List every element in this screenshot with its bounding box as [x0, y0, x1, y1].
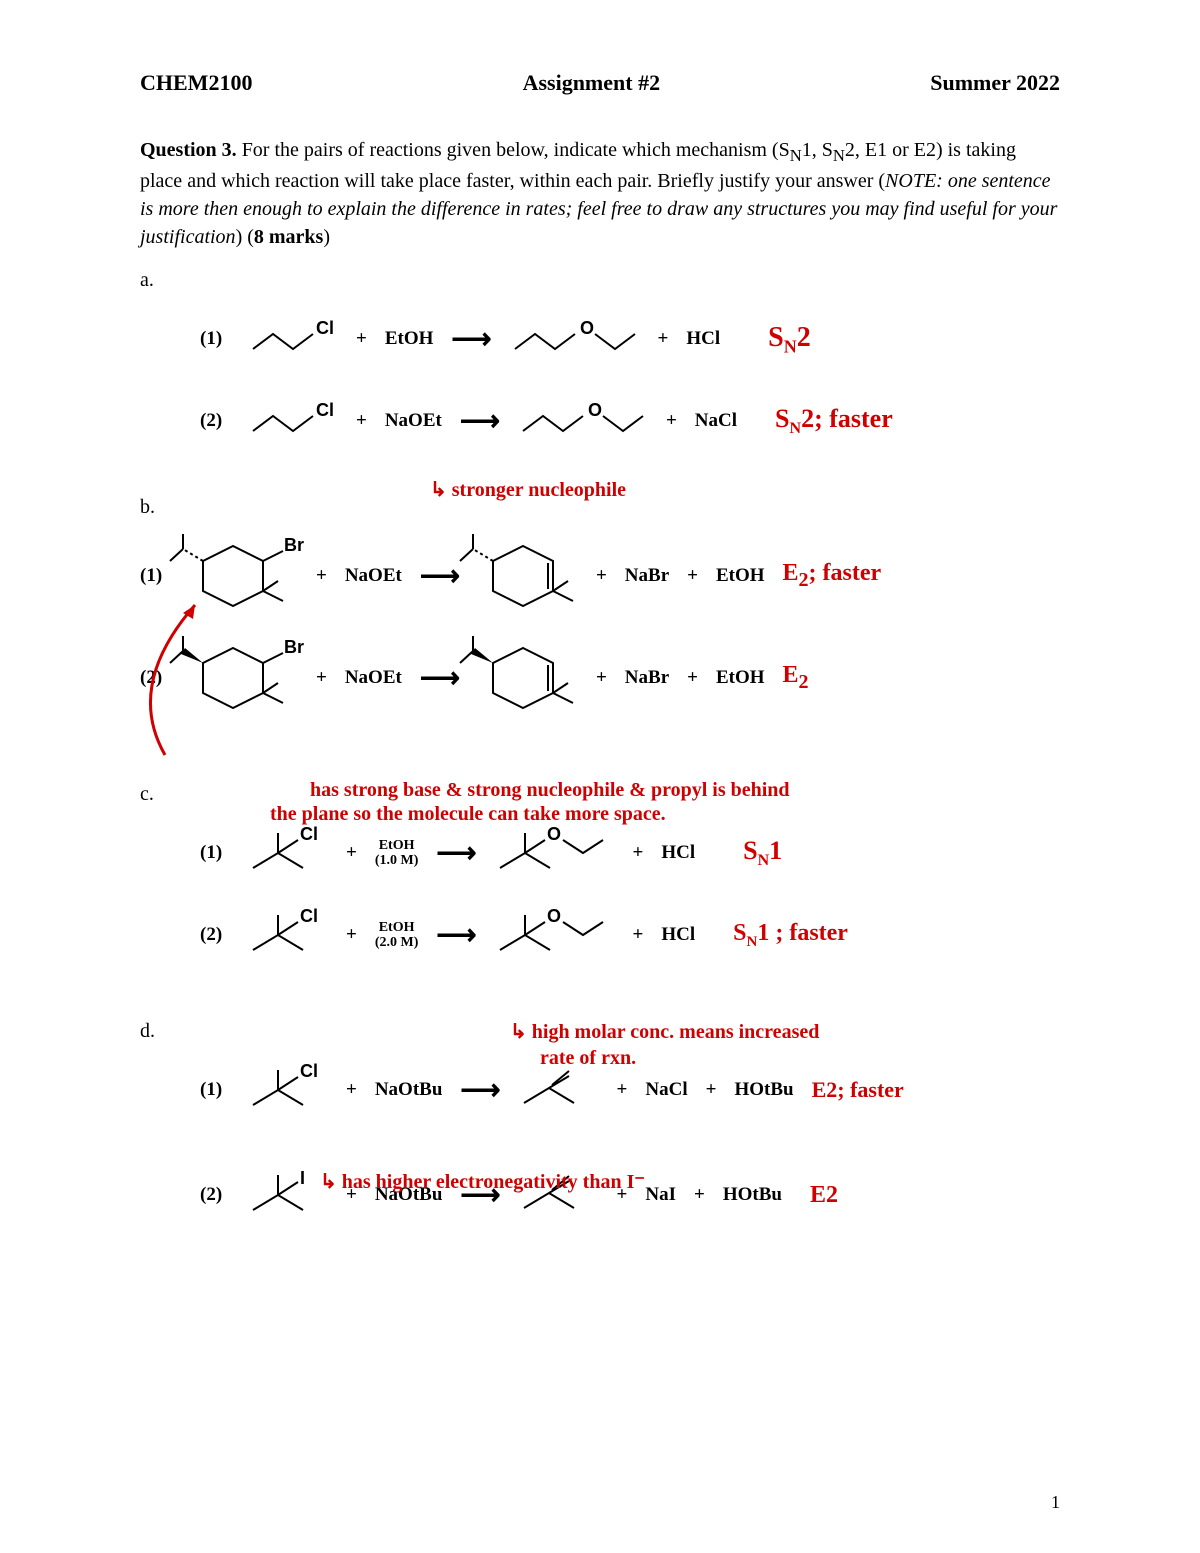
tbutyl-ethyl-ether-icon: O [495, 828, 615, 878]
rxn-c1: (1) Cl + EtOH(1.0 M) ⟶ O + HCl SN1 [200, 818, 1060, 888]
tbutyl-ethyl-ether-icon: O [495, 910, 615, 960]
cyclohexene-product-icon [478, 633, 578, 723]
course-code: CHEM2100 [140, 70, 252, 96]
question-text: Question 3. For the pairs of reactions g… [140, 136, 1060, 251]
byproduct: HCl [661, 842, 695, 864]
note-b: the plane so the molecule can take more … [270, 802, 666, 826]
note-a2: ↳ stronger nucleophile [430, 478, 626, 502]
neopentyl-iodide-icon: I [248, 1170, 328, 1220]
reagent: NaOEt [345, 667, 402, 689]
term: Summer 2022 [930, 70, 1060, 96]
mechanism-annotation: SN2; faster [775, 404, 893, 438]
page-number: 1 [1051, 1492, 1060, 1513]
svg-text:Cl: Cl [300, 906, 318, 926]
mechanism-annotation: SN1 [743, 836, 782, 870]
byproduct: NaI [645, 1184, 676, 1206]
propyl-chloride-icon: Cl [248, 319, 338, 359]
tbutyl-chloride-icon: Cl [248, 828, 328, 878]
neopentyl-chloride-icon: Cl [248, 1065, 328, 1115]
byproduct: HOtBu [734, 1079, 793, 1101]
arrow-icon: ⟶ [451, 322, 491, 356]
svg-text:Cl: Cl [316, 318, 334, 338]
rxn-number: (2) [200, 1184, 230, 1206]
rxn-number: (2) [200, 410, 230, 432]
propyl-ethyl-ether-icon: O [510, 319, 640, 359]
svg-text:O: O [547, 824, 561, 844]
note-c: rate of rxn. [540, 1046, 636, 1070]
reagent-with-conc: EtOH(2.0 M) [375, 920, 419, 951]
byproduct: HOtBu [723, 1184, 782, 1206]
rxn-number: (2) [200, 924, 230, 946]
arrow-icon: ⟶ [436, 918, 476, 952]
reagent: NaOtBu [375, 1079, 443, 1101]
rxn-a2: (2) Cl + NaOEt ⟶ O + NaCl SN2; faster [200, 386, 1060, 456]
svg-text:Br: Br [284, 535, 304, 555]
svg-text:O: O [547, 906, 561, 926]
rxn-c2: (2) Cl + EtOH(2.0 M) ⟶ O + HCl SN1 ; fas… [200, 900, 1060, 970]
note-c: ↳ high molar conc. means increased [510, 1020, 819, 1044]
arrow-icon: ⟶ [420, 559, 460, 593]
reagent: NaOEt [385, 410, 442, 432]
rxn-a1: (1) Cl + EtOH ⟶ O + HCl SN2 [200, 304, 1060, 374]
assignment-title: Assignment #2 [523, 70, 661, 96]
arrow-icon: ⟶ [420, 661, 460, 695]
svg-text:I: I [300, 1168, 305, 1188]
note-d1: ↳ has higher electronegativity than I⁻ [320, 1170, 645, 1194]
cyclohexene-product-icon [478, 531, 578, 621]
byproduct: HCl [661, 924, 695, 946]
curved-arrow-icon [135, 595, 295, 765]
propyl-chloride-icon: Cl [248, 401, 338, 441]
reagent: EtOH [385, 328, 434, 350]
rxn-number: (1) [140, 565, 170, 587]
byproduct: EtOH [716, 667, 765, 689]
arrow-icon: ⟶ [460, 404, 500, 438]
mechanism-annotation: E2; faster [783, 560, 882, 592]
reagent-with-conc: EtOH(1.0 M) [375, 838, 419, 869]
alkene-product-icon [519, 1068, 599, 1113]
tbutyl-chloride-icon: Cl [248, 910, 328, 960]
part-a-label: a. [140, 269, 1060, 292]
arrow-icon: ⟶ [436, 836, 476, 870]
svg-text:O: O [580, 318, 594, 338]
byproduct: EtOH [716, 565, 765, 587]
rxn-number: (1) [200, 1079, 230, 1101]
rxn-number: (1) [200, 328, 230, 350]
propyl-ethyl-ether-icon: O [518, 401, 648, 441]
mechanism-annotation: SN2 [768, 322, 811, 358]
mechanism-annotation: E2; faster [812, 1077, 904, 1103]
svg-text:O: O [588, 400, 602, 420]
byproduct: NaCl [645, 1079, 687, 1101]
byproduct: NaBr [625, 565, 669, 587]
byproduct: NaBr [625, 667, 669, 689]
rxn-number: (1) [200, 842, 230, 864]
svg-text:Cl: Cl [300, 824, 318, 844]
arrow-icon: ⟶ [460, 1073, 500, 1107]
mechanism-annotation: E2 [810, 1182, 838, 1209]
byproduct: NaCl [695, 410, 737, 432]
mechanism-annotation: SN1 ; faster [733, 920, 848, 951]
mechanism-annotation: E2 [783, 662, 809, 694]
page: CHEM2100 Assignment #2 Summer 2022 Quest… [0, 0, 1200, 1553]
note-b: has strong base & strong nucleophile & p… [310, 778, 790, 802]
byproduct: HCl [686, 328, 720, 350]
reagent: NaOEt [345, 565, 402, 587]
svg-text:Cl: Cl [300, 1061, 318, 1081]
header: CHEM2100 Assignment #2 Summer 2022 [140, 70, 1060, 96]
svg-text:Cl: Cl [316, 400, 334, 420]
